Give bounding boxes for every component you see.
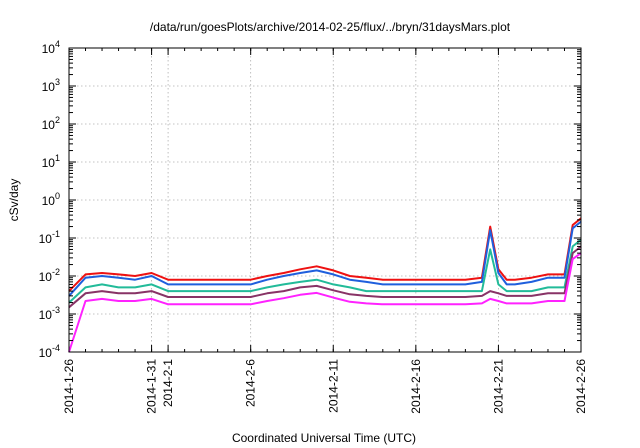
x-tick-label: 2014-2-16 <box>409 359 423 414</box>
y-tick-label: 10-3 <box>39 305 60 322</box>
series-line-1 <box>68 217 582 292</box>
y-tick-label: 101 <box>42 153 60 170</box>
x-tick-label: 2014-2-11 <box>326 359 340 413</box>
y-tick-label: 10-1 <box>39 229 60 246</box>
x-tick-label: 2014-2-26 <box>574 359 588 414</box>
y-tick-label: 103 <box>42 77 60 94</box>
x-tick-label: 2014-2-6 <box>244 359 258 407</box>
y-tick-label: 104 <box>42 39 60 56</box>
series-line-5 <box>68 252 582 353</box>
x-tick-label: 2014-2-1 <box>161 359 175 407</box>
y-tick-label: 10-2 <box>39 267 60 284</box>
y-tick-labels: 10-4 10-3 10-2 10-1 100 101 102 103 104 <box>39 39 60 360</box>
ticks <box>68 47 582 353</box>
series-line-3 <box>68 238 582 304</box>
x-tick-labels: 2014-1-26 2014-1-31 2014-2-1 2014-2-6 2014-2… <box>62 359 588 414</box>
x-tick-label: 2014-2-21 <box>491 359 505 414</box>
grid <box>69 48 581 352</box>
chart-title: /data/run/goesPlots/archive/2014-02-25/f… <box>150 20 511 34</box>
y-tick-label: 10-4 <box>39 343 60 360</box>
x-tick-label: 2014-1-26 <box>62 359 76 414</box>
y-tick-label: 100 <box>42 191 60 208</box>
x-axis-label: Coordinated Universal Time (UTC) <box>232 431 416 445</box>
series-layer <box>68 217 582 353</box>
series-line-4 <box>68 245 582 309</box>
y-axis-label: cSv/day <box>7 179 21 222</box>
y-tick-label: 102 <box>42 115 60 132</box>
series-line-2 <box>68 220 582 297</box>
x-tick-label: 2014-1-31 <box>145 359 159 414</box>
